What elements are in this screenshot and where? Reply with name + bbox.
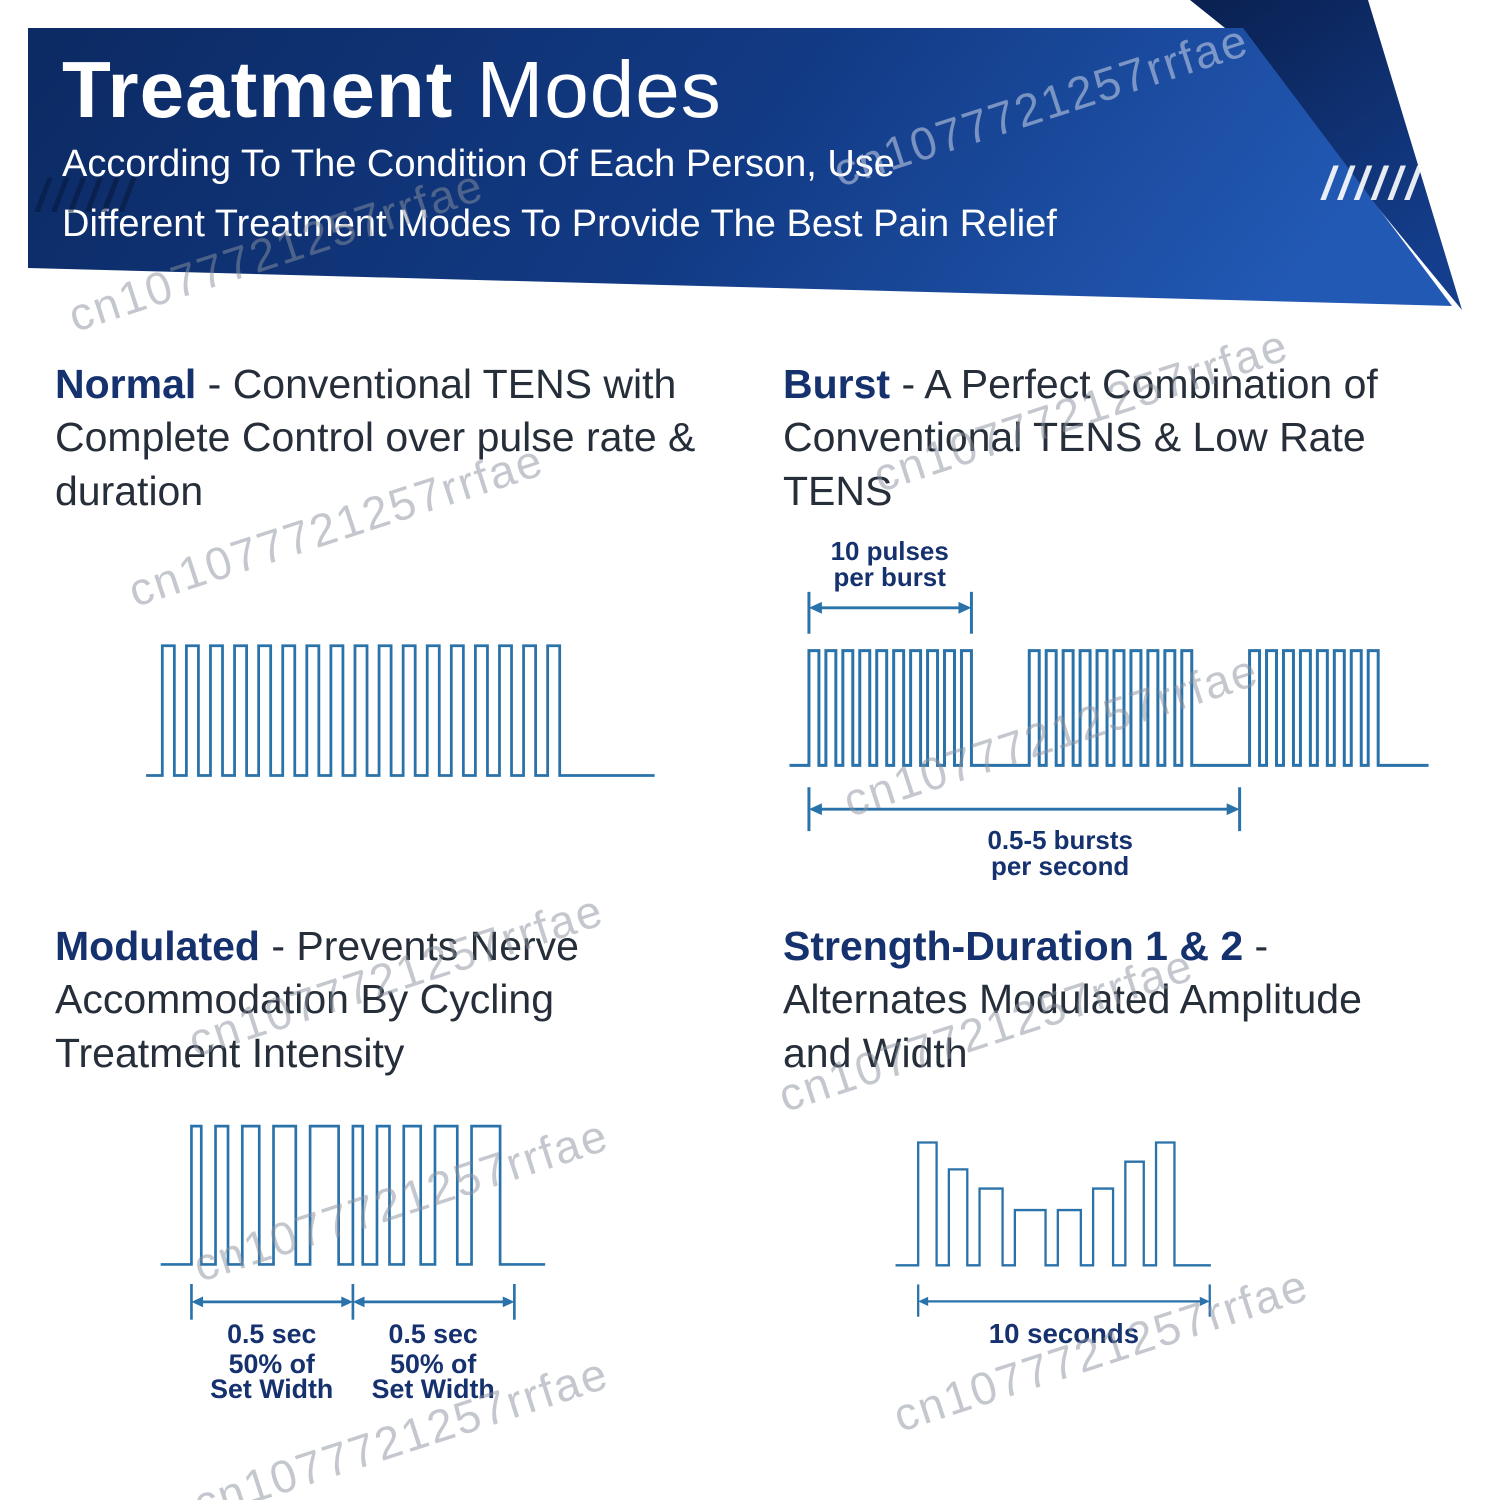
- burst-heading: Burst: [783, 361, 891, 407]
- burst-bottom-arrowhead-left: [808, 803, 822, 816]
- modulated-span2-sub1: 50% of: [390, 1349, 476, 1379]
- decorative-slashes-right: //////: [1322, 157, 1423, 209]
- modulated-span1-sub2: Set Width: [210, 1374, 333, 1400]
- normal-waveform-path: [146, 644, 655, 777]
- burst-description: Burst - A Perfect Combination of Convent…: [783, 358, 1438, 518]
- strength-heading: Strength-Duration 1 & 2: [783, 923, 1244, 969]
- strength-annotation: 10 seconds: [917, 1284, 1211, 1349]
- burst-top-label-line2: per burst: [834, 564, 947, 592]
- burst-bottom-label-line1: 0.5-5 bursts: [987, 827, 1132, 855]
- burst-top-arrowhead-left: [808, 601, 822, 614]
- strength-waveform: 10 seconds: [895, 1141, 1211, 1349]
- modulated-span2-time: 0.5 sec: [389, 1319, 478, 1349]
- modulated-waveform: 0.5 sec 0.5 sec 50% of Set Width 50% of …: [160, 1124, 546, 1404]
- banner-title-light: Modes: [476, 45, 722, 134]
- modulated-arrowhead-4: [502, 1296, 515, 1308]
- banner-subtitle-line2: Different Treatment Modes To Provide The…: [62, 202, 1057, 245]
- burst-bottom-arrowhead-right: [1226, 803, 1240, 816]
- banner-ribbon-graphic: [28, 0, 1462, 310]
- strength-description: Strength-Duration 1 & 2 - Alternates Mod…: [783, 920, 1438, 1080]
- section-burst: Burst - A Perfect Combination of Convent…: [783, 358, 1450, 920]
- banner-title-bold: Treatment: [62, 45, 454, 134]
- burst-top-arrowhead-right: [958, 601, 972, 614]
- banner-ribbon: [28, 28, 1452, 306]
- banner: Treatment Modes According To The Conditi…: [0, 0, 1500, 330]
- strength-diagram: 10 seconds: [895, 1108, 1450, 1357]
- burst-bottom-label-line2: per second: [991, 853, 1129, 880]
- section-normal: Normal - Conventional TENS with Complete…: [55, 358, 783, 920]
- modulated-diagram: 0.5 sec 0.5 sec 50% of Set Width 50% of …: [160, 1086, 783, 1405]
- modulated-description: Modulated - Prevents Nerve Accommodation…: [55, 920, 715, 1080]
- strength-waveform-path: [895, 1141, 1211, 1267]
- section-strength-duration: Strength-Duration 1 & 2 - Alternates Mod…: [783, 920, 1450, 1405]
- modulated-span1-time: 0.5 sec: [227, 1319, 316, 1349]
- modulated-heading: Modulated: [55, 923, 260, 969]
- strength-arrowhead-left: [918, 1296, 929, 1306]
- section-modulated: Modulated - Prevents Nerve Accommodation…: [55, 920, 783, 1405]
- burst-diagram: 10 pulses per burst: [789, 536, 1450, 885]
- modulated-waveform-path: [160, 1124, 546, 1266]
- burst-body-text: - A Perfect Combination of Conventional …: [783, 361, 1378, 514]
- modulated-span1-sub1: 50% of: [229, 1349, 315, 1379]
- burst-bottom-annotation: 0.5-5 bursts per second: [807, 787, 1242, 881]
- banner-subtitle-line1: According To The Condition Of Each Perso…: [62, 143, 895, 185]
- decorative-slashes-left: //////: [36, 169, 137, 221]
- banner-title: Treatment Modes: [62, 48, 1057, 132]
- strength-arrowhead-right: [1199, 1296, 1210, 1306]
- burst-waveform: 10 pulses per burst: [789, 538, 1429, 881]
- burst-top-annotation: 10 pulses per burst: [807, 538, 973, 634]
- burst-waveform-path: [789, 649, 1429, 767]
- modulated-span2-sub2: Set Width: [372, 1374, 495, 1400]
- banner-text: Treatment Modes According To The Conditi…: [62, 48, 1057, 252]
- normal-diagram: [145, 618, 783, 799]
- modulated-body-text: - Prevents Nerve Accommodation By Cyclin…: [55, 923, 579, 1076]
- modulated-arrowhead-1: [191, 1296, 204, 1308]
- normal-heading: Normal: [55, 361, 197, 407]
- treatment-modes-grid: Normal - Conventional TENS with Complete…: [55, 358, 1450, 1405]
- normal-waveform: [146, 644, 655, 777]
- modulated-annotation: 0.5 sec 0.5 sec 50% of Set Width 50% of …: [190, 1283, 516, 1404]
- banner-ribbon-fold: [1190, 0, 1462, 310]
- modulated-arrowhead-2: [341, 1296, 353, 1308]
- modulated-arrowhead-3: [352, 1296, 365, 1308]
- normal-body-text: - Conventional TENS with Complete Contro…: [55, 361, 696, 514]
- normal-description: Normal - Conventional TENS with Complete…: [55, 358, 715, 518]
- burst-top-label-line1: 10 pulses: [831, 538, 949, 566]
- strength-bottom-label: 10 seconds: [989, 1318, 1139, 1349]
- strength-body-text: - Alternates Modulated Amplitude and Wid…: [783, 923, 1362, 1076]
